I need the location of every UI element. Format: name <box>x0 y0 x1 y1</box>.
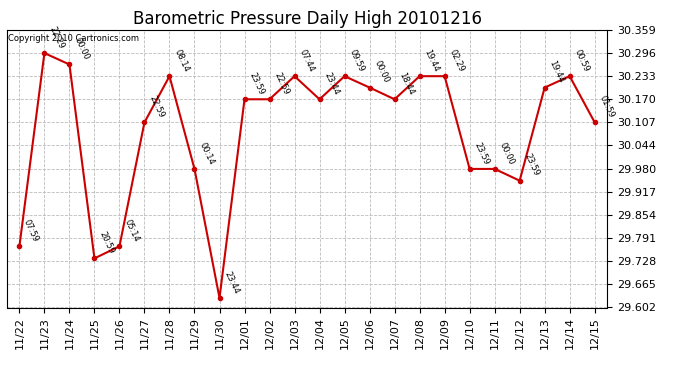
Text: 23:44: 23:44 <box>322 71 341 96</box>
Text: 22:59: 22:59 <box>147 94 166 120</box>
Text: 09:59: 09:59 <box>347 48 366 74</box>
Text: 08:14: 08:14 <box>172 48 190 74</box>
Text: 22:59: 22:59 <box>273 71 290 96</box>
Text: 19:44: 19:44 <box>547 60 566 85</box>
Text: 23:59: 23:59 <box>522 153 541 178</box>
Text: 23:59: 23:59 <box>247 71 266 96</box>
Text: 23:44: 23:44 <box>222 270 241 295</box>
Text: 07:59: 07:59 <box>22 218 41 243</box>
Text: Copyright 2010 Cartronics.com: Copyright 2010 Cartronics.com <box>8 34 139 43</box>
Text: 07:44: 07:44 <box>297 48 315 74</box>
Text: 01:59: 01:59 <box>598 94 615 120</box>
Text: 19:44: 19:44 <box>422 48 441 74</box>
Text: 23:59: 23:59 <box>473 141 491 166</box>
Text: 00:00: 00:00 <box>497 141 515 166</box>
Text: 22:29: 22:29 <box>47 25 66 50</box>
Text: 18:44: 18:44 <box>397 71 415 96</box>
Text: 00:59: 00:59 <box>573 48 591 74</box>
Text: 05:14: 05:14 <box>122 218 141 243</box>
Text: 00:00: 00:00 <box>373 60 391 85</box>
Text: 02:29: 02:29 <box>447 48 466 74</box>
Text: 00:14: 00:14 <box>197 141 215 166</box>
Text: 00:00: 00:00 <box>72 36 90 62</box>
Text: 20:59: 20:59 <box>97 230 115 256</box>
Title: Barometric Pressure Daily High 20101216: Barometric Pressure Daily High 20101216 <box>132 10 482 28</box>
